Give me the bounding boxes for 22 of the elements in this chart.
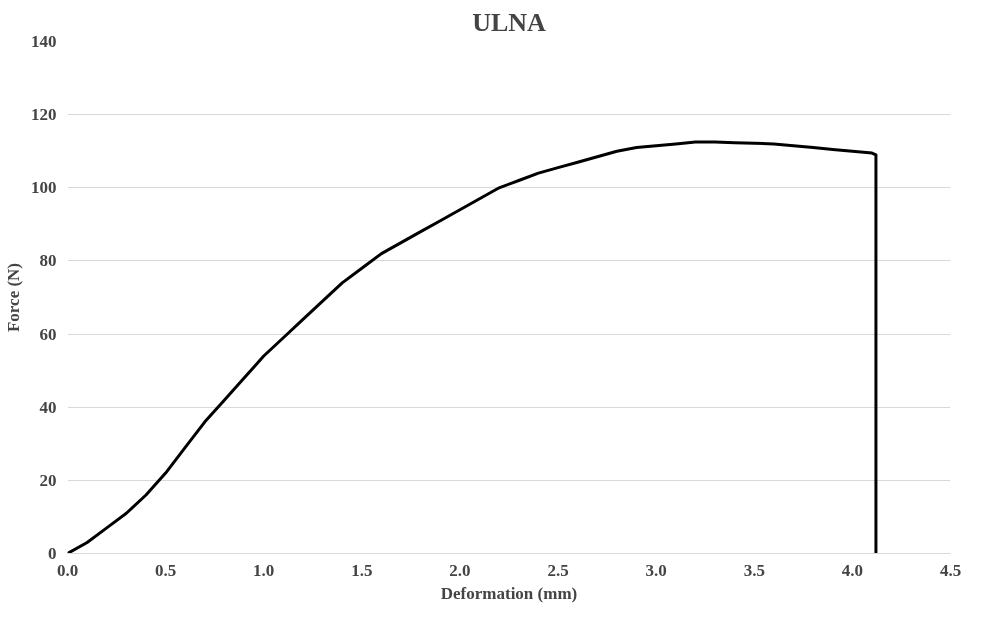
x-tick-label: 3.0 <box>645 560 667 580</box>
x-tick-label: 1.0 <box>253 560 275 580</box>
x-tick-label: 0.5 <box>154 560 177 580</box>
x-tick-label: 0.0 <box>56 560 79 580</box>
y-tick-label: 0 <box>48 544 57 563</box>
y-tick-label: 80 <box>39 251 57 271</box>
x-tick-label: 4.0 <box>841 560 864 580</box>
line-series <box>67 140 878 554</box>
x-tick-label: 4.5 <box>939 560 962 580</box>
y-tick-label: 120 <box>31 105 57 125</box>
y-tick-label: 100 <box>31 178 57 198</box>
x-tick-label: 2.5 <box>547 560 569 580</box>
x-tick-label: 1.5 <box>351 560 373 580</box>
chart-title: ULNA <box>472 7 547 37</box>
x-tick-label: 2.0 <box>449 560 471 580</box>
y-axis-title: Force (N) <box>4 262 23 333</box>
y-tick-label: 60 <box>39 324 57 344</box>
y-tick-label: 40 <box>39 397 57 417</box>
y-tick-label: 140 <box>31 32 57 51</box>
x-tick-label: 3.5 <box>743 560 765 580</box>
x-axis-title: Deformation (mm) <box>440 583 578 603</box>
y-tick-label: 20 <box>39 470 57 490</box>
